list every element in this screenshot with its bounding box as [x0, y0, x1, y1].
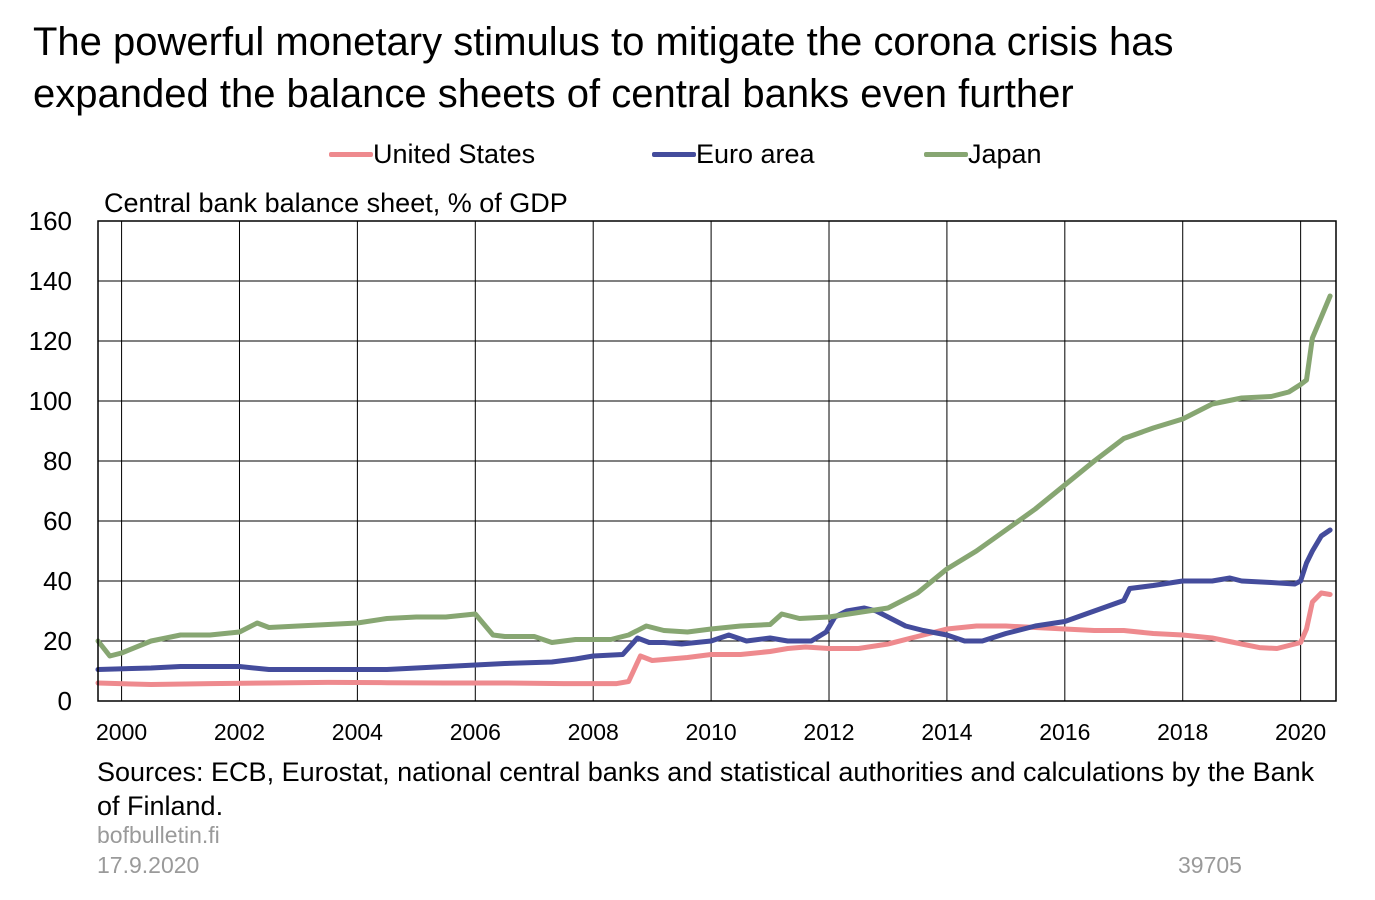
x-tick-label: 2002: [214, 719, 265, 745]
legend-swatch-united-states: [329, 151, 373, 157]
legend-swatch-euro-area: [652, 151, 696, 157]
series-line-euro-area: [95, 527, 1333, 672]
y-tick-label: 40: [43, 566, 72, 596]
y-tick-label: 80: [43, 446, 72, 476]
legend-item-japan: Japan: [924, 136, 1042, 172]
publish-date: 17.9.2020: [97, 852, 200, 878]
y-axis-label: Central bank balance sheet, % of GDP: [104, 188, 568, 218]
y-tick-label: 20: [43, 626, 72, 656]
x-tick-label: 2010: [686, 719, 737, 745]
legend-label-euro-area: Euro area: [696, 139, 815, 169]
y-tick-label: 120: [29, 326, 72, 356]
y-tick-label: 60: [43, 506, 72, 536]
tick-labels: 0 20 40 60 80 100 120 140 160 2000 2002 2004 2006 200…: [29, 206, 1327, 745]
legend: United States Euro area Japan: [0, 136, 1375, 172]
legend-item-united-states: United States: [329, 136, 535, 172]
x-tick-label: 2008: [568, 719, 619, 745]
x-tick-label: 2004: [332, 719, 383, 745]
y-tick-label: 140: [29, 266, 72, 296]
series-line-japan: [95, 293, 1333, 659]
series-lines: [95, 293, 1333, 687]
site-name: bofbulletin.fi: [97, 822, 220, 848]
source-note: Sources: ECB, Eurostat, national central…: [97, 757, 1315, 821]
legend-item-euro-area: Euro area: [652, 136, 815, 172]
legend-label-united-states: United States: [373, 139, 536, 169]
chart-code: 39705: [1178, 852, 1242, 878]
legend-swatch-japan: [924, 151, 968, 157]
y-tick-label: 0: [58, 686, 72, 716]
y-tick-label: 100: [29, 386, 72, 416]
x-tick-label: 2012: [803, 719, 854, 745]
plot-frame: [97, 220, 1337, 702]
x-tick-label: 2000: [96, 719, 147, 745]
legend-label-japan: Japan: [968, 139, 1042, 169]
x-tick-label: 2018: [1157, 719, 1208, 745]
y-tick-label: 160: [29, 206, 72, 236]
x-tick-label: 2006: [450, 719, 501, 745]
series-line-united-states: [95, 590, 1333, 687]
x-tick-label: 2014: [921, 719, 972, 745]
line-chart: Central bank balance sheet, % of GDP 0 20…: [29, 188, 1337, 745]
x-tick-label: 2016: [1039, 719, 1090, 745]
chart-title: The powerful monetary stimulus to mitiga…: [33, 20, 1174, 116]
x-tick-label: 2020: [1275, 719, 1326, 745]
